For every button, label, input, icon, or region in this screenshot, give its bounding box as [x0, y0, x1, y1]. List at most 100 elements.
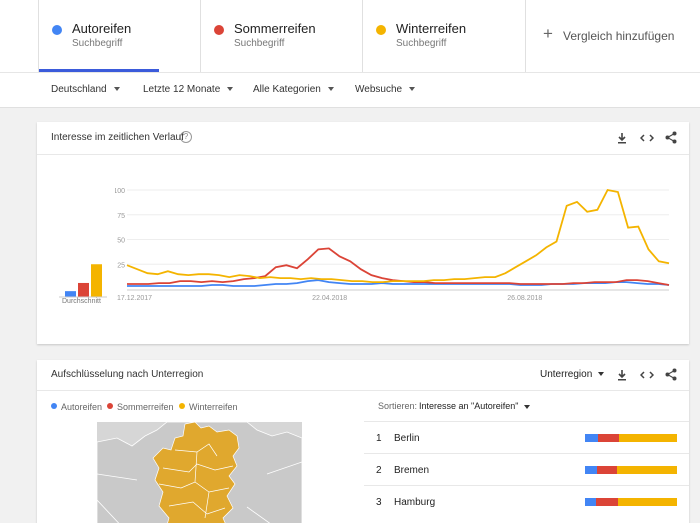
term-type-label: Suchbegriff: [396, 38, 447, 49]
region-share-bar: [585, 434, 677, 442]
term-name: Autoreifen: [72, 21, 132, 36]
resolution-label: Unterregion: [540, 369, 593, 380]
region-share-bar: [585, 466, 677, 474]
sort-select[interactable]: Interesse an "Autoreifen": [419, 401, 531, 411]
region-name: Hamburg: [394, 497, 436, 508]
average-bars: [59, 264, 107, 298]
embed-code-icon[interactable]: [640, 132, 654, 144]
sort-value: Interesse an "Autoreifen": [419, 401, 519, 411]
region-row[interactable]: 3 Hamburg: [364, 485, 689, 517]
legend-label: Sommerreifen: [117, 402, 174, 412]
legend-dot: [179, 403, 185, 409]
region-name: Bremen: [394, 465, 430, 476]
region-rank: 1: [376, 433, 382, 444]
chevron-down-icon: [227, 87, 234, 92]
term-name: Sommerreifen: [234, 21, 316, 36]
share-segment: [618, 498, 677, 506]
region-share-bar: [585, 498, 677, 506]
share-segment: [617, 466, 677, 474]
legend-label: Autoreifen: [61, 402, 103, 412]
chevron-down-icon: [113, 87, 120, 92]
card-title: Interesse im zeitlichen Verlauf: [51, 132, 184, 143]
legend-dot: [107, 403, 113, 409]
filter-bar: Deutschland Letzte 12 Monate Alle Katego…: [0, 72, 700, 108]
filter-region[interactable]: Deutschland: [51, 84, 120, 95]
legend-dot: [51, 403, 57, 409]
help-icon[interactable]: ?: [180, 131, 192, 143]
terms-bar-spacer: [0, 0, 38, 72]
share-segment: [585, 466, 597, 474]
legend-label: Winterreifen: [189, 402, 238, 412]
share-segment: [596, 498, 619, 506]
region-row[interactable]: 2 Bremen: [364, 453, 689, 485]
legend-item-winterreifen: Winterreifen: [179, 402, 238, 412]
average-bar: [78, 282, 89, 297]
region-row[interactable]: 1 Berlin: [364, 421, 689, 453]
add-comparison-label: Vergleich hinzufügen: [563, 29, 675, 43]
chevron-down-icon: [598, 372, 605, 377]
chevron-down-icon: [327, 87, 334, 92]
terms-bar: Autoreifen Suchbegriff Sommerreifen Such…: [0, 0, 700, 72]
share-segment: [597, 434, 620, 442]
term-winterreifen[interactable]: Winterreifen Suchbegriff: [362, 0, 525, 72]
card-title: Aufschlüsselung nach Unterregion: [51, 369, 204, 380]
region-rank: 3: [376, 497, 382, 508]
filter-category[interactable]: Alle Kategorien: [253, 84, 334, 95]
download-icon[interactable]: [616, 369, 628, 381]
share-segment: [619, 434, 677, 442]
y-tick-label: 100: [115, 188, 125, 195]
x-tick-label: 17.12.2017: [117, 295, 152, 302]
legend-item-autoreifen: Autoreifen: [51, 402, 102, 412]
x-tick-label: 26.08.2018: [507, 295, 542, 302]
germany-shape: [152, 422, 240, 523]
region-name: Berlin: [394, 433, 420, 444]
y-tick-label: 50: [117, 238, 125, 245]
filter-timeframe[interactable]: Letzte 12 Monate: [143, 84, 234, 95]
card-divider: [37, 390, 689, 391]
legend-item-sommerreifen: Sommerreifen: [107, 402, 174, 412]
region-breakdown-card: Aufschlüsselung nach Unterregion Unterre…: [37, 360, 689, 523]
term-color-dot: [52, 25, 62, 35]
term-color-dot: [376, 25, 386, 35]
y-tick-label: 75: [117, 213, 125, 220]
germany-region-map[interactable]: [97, 422, 302, 523]
plus-icon: +: [543, 24, 553, 43]
term-type-label: Suchbegriff: [72, 38, 123, 49]
share-segment: [585, 498, 597, 506]
filter-region-label: Deutschland: [51, 84, 107, 95]
sort-label: Sortieren:: [378, 401, 418, 411]
card-divider: [37, 154, 689, 155]
filter-search-type[interactable]: Websuche: [355, 84, 416, 95]
download-icon[interactable]: [616, 132, 628, 144]
share-icon[interactable]: [665, 368, 677, 381]
region-rank: 2: [376, 465, 382, 476]
resolution-select[interactable]: Unterregion: [540, 369, 605, 380]
average-bar: [65, 291, 76, 297]
share-segment: [596, 466, 618, 474]
term-type-label: Suchbegriff: [234, 38, 285, 49]
interest-line-chart: 25 50 75 100 17.12.2017 22.04.2018 26.08.2018: [115, 188, 670, 302]
filter-category-label: Alle Kategorien: [253, 84, 321, 95]
y-tick-label: 25: [117, 262, 125, 269]
term-autoreifen[interactable]: Autoreifen Suchbegriff: [38, 0, 200, 72]
share-segment: [585, 434, 598, 442]
interest-over-time-card: Interesse im zeitlichen Verlauf ? Durchs…: [37, 122, 689, 344]
average-label: Durchschnitt: [62, 298, 101, 305]
chevron-down-icon: [409, 87, 416, 92]
share-icon[interactable]: [665, 131, 677, 144]
series-line-sommerreifen: [127, 247, 670, 286]
filter-search-type-label: Websuche: [355, 84, 403, 95]
average-bar: [91, 264, 102, 297]
embed-code-icon[interactable]: [640, 369, 654, 381]
state-borders: [158, 443, 234, 519]
map-country-borders: [97, 461, 302, 523]
term-sommerreifen[interactable]: Sommerreifen Suchbegriff: [200, 0, 362, 72]
term-color-dot: [214, 25, 224, 35]
chevron-down-icon: [524, 404, 531, 409]
filter-timeframe-label: Letzte 12 Monate: [143, 84, 221, 95]
add-comparison-button[interactable]: + Vergleich hinzufügen: [525, 0, 700, 72]
active-term-indicator: [39, 69, 159, 72]
series-line-winterreifen: [126, 188, 670, 283]
term-name: Winterreifen: [396, 21, 467, 36]
x-tick-label: 22.04.2018: [312, 295, 347, 302]
